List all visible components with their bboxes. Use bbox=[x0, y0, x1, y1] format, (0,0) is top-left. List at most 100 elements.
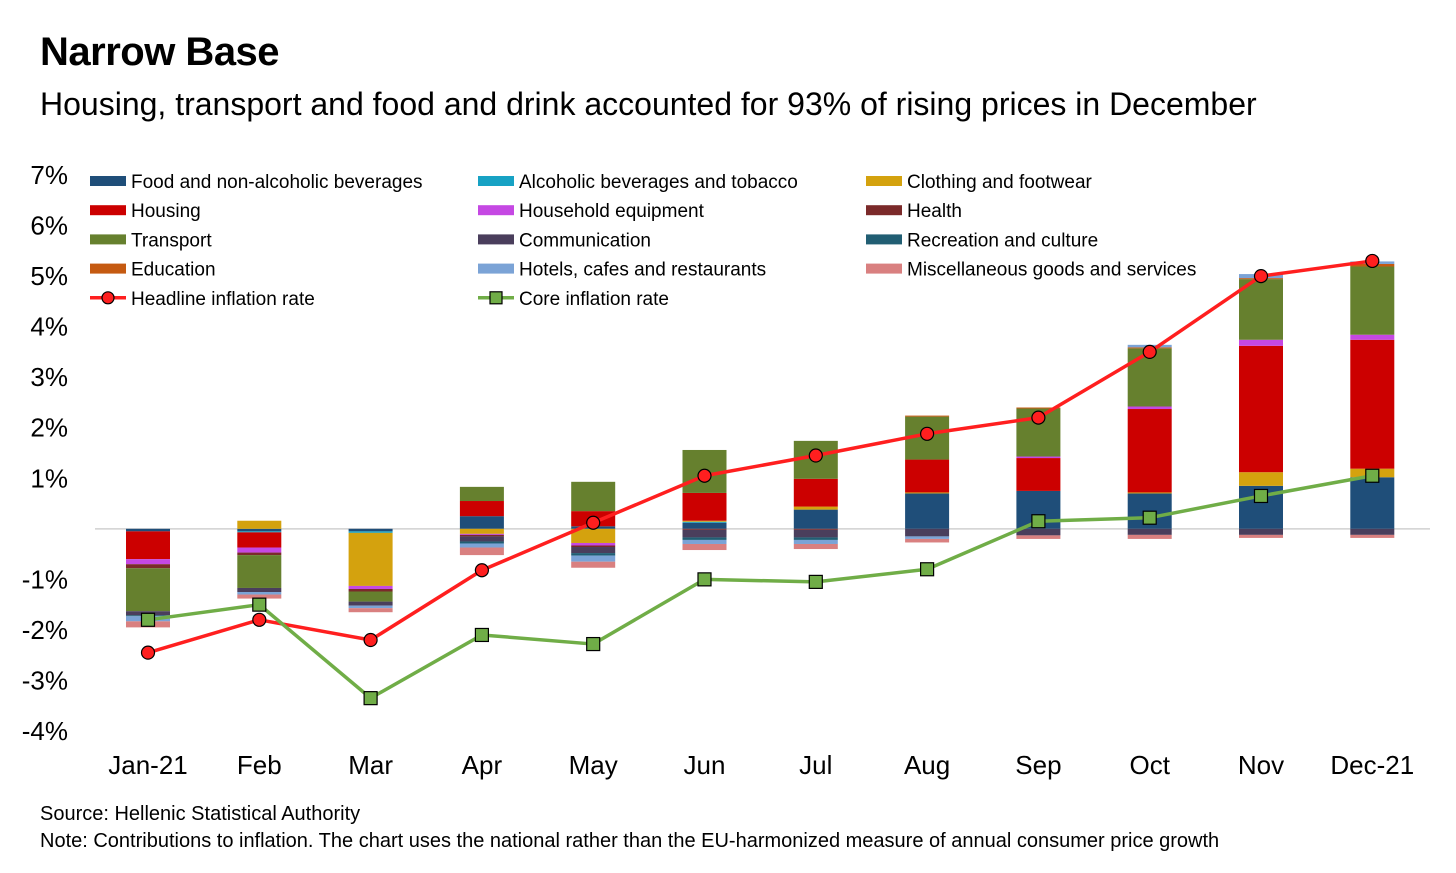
legend-label: Health bbox=[907, 201, 962, 222]
bar-segment bbox=[126, 568, 170, 612]
legend-label: Education bbox=[131, 260, 216, 281]
y-tick-label: -3% bbox=[22, 665, 68, 695]
bar-segment bbox=[237, 531, 282, 533]
bar-segment bbox=[459, 528, 504, 534]
core-point bbox=[140, 612, 156, 627]
bar-segment bbox=[793, 543, 838, 550]
bar-segment bbox=[126, 564, 170, 569]
headline-point bbox=[140, 645, 156, 660]
bar-segment bbox=[1350, 477, 1395, 529]
x-tick-label: Aug bbox=[904, 750, 950, 780]
bar-segment bbox=[459, 543, 504, 548]
x-tick-label: Oct bbox=[1129, 750, 1170, 780]
headline-point bbox=[586, 515, 601, 530]
bar-segment bbox=[1127, 406, 1172, 410]
y-tick-label: 1% bbox=[30, 463, 68, 493]
legend-label: Alcoholic beverages and tobacco bbox=[519, 172, 798, 193]
bar-segment bbox=[237, 592, 282, 595]
bar-segment bbox=[459, 516, 504, 529]
bar-segment bbox=[459, 541, 504, 544]
x-tick-label: Dec-21 bbox=[1330, 750, 1414, 780]
legend-label: Recreation and culture bbox=[907, 230, 1098, 251]
bar-segment bbox=[682, 529, 727, 538]
bar-segment bbox=[1239, 528, 1283, 535]
legend-swatch bbox=[90, 234, 126, 245]
legend-swatch bbox=[866, 263, 902, 274]
headline-point bbox=[1253, 268, 1269, 284]
bar-segment bbox=[348, 585, 393, 589]
bar-segment bbox=[682, 522, 727, 529]
bar-segment bbox=[459, 534, 504, 537]
bar-segment bbox=[348, 531, 393, 533]
core-point bbox=[252, 597, 267, 612]
core-point bbox=[1142, 510, 1157, 525]
bar-segment bbox=[237, 520, 282, 529]
bar-segment bbox=[1127, 534, 1172, 539]
bar-segment bbox=[682, 520, 727, 522]
bar-segment bbox=[1127, 409, 1172, 493]
core-point bbox=[586, 636, 601, 652]
source-note: Source: Hellenic Statistical Authority bbox=[40, 803, 361, 825]
bar-segment bbox=[571, 553, 616, 556]
legend-label: Clothing and footwear bbox=[907, 172, 1093, 193]
bar-segment bbox=[1016, 528, 1061, 536]
bar-segment bbox=[793, 537, 838, 540]
headline-point bbox=[697, 468, 712, 483]
bar-segment bbox=[1350, 334, 1395, 340]
x-tick-label: Nov bbox=[1238, 750, 1284, 780]
bar-segment bbox=[793, 539, 838, 544]
bar-segment bbox=[348, 528, 393, 532]
bar-segment bbox=[348, 605, 393, 609]
bar-segment bbox=[348, 588, 393, 592]
bar-segment bbox=[571, 542, 616, 546]
legend-swatch bbox=[866, 234, 902, 245]
bar-segment bbox=[1239, 534, 1283, 538]
bar-segment bbox=[793, 506, 838, 510]
bar-segment bbox=[571, 547, 616, 554]
bar-segment bbox=[126, 559, 170, 565]
core-point bbox=[474, 627, 489, 643]
core-point bbox=[808, 574, 823, 589]
x-tick-label: Jan-21 bbox=[108, 750, 188, 780]
legend-swatch bbox=[90, 205, 126, 216]
y-tick-label: 4% bbox=[30, 312, 68, 342]
bar-segment bbox=[905, 459, 950, 493]
headline-point bbox=[1365, 253, 1380, 269]
chart-title: Narrow Base bbox=[40, 30, 280, 74]
headline-point bbox=[1142, 344, 1157, 360]
bar-segment bbox=[1239, 279, 1283, 340]
bar-segment bbox=[1016, 456, 1061, 459]
bar-segment bbox=[905, 492, 950, 494]
bar-segment bbox=[793, 529, 838, 538]
stacked-bar-chart: -4% -3% -2% -1% 1% 2% 3% 4% 5% 6% 7% Jan-21 Feb Mar Ap… bbox=[22, 160, 1430, 780]
bar-segment bbox=[1016, 535, 1061, 539]
bar-segment bbox=[459, 536, 504, 542]
bar-segment bbox=[682, 521, 727, 523]
bar-segment bbox=[459, 533, 504, 535]
bar-segment bbox=[237, 594, 282, 599]
legend-marker bbox=[101, 291, 115, 305]
y-tick-label: -2% bbox=[22, 615, 68, 645]
core-point bbox=[363, 691, 378, 706]
headline-point bbox=[474, 563, 489, 578]
y-tick-label: 2% bbox=[30, 413, 68, 443]
bar-segment bbox=[905, 493, 950, 529]
bar-segment bbox=[1350, 339, 1395, 469]
bar-segment bbox=[905, 538, 950, 543]
bar-segment bbox=[237, 528, 282, 532]
legend-marker bbox=[489, 291, 503, 305]
bar-segment bbox=[1016, 407, 1061, 409]
bar-segment bbox=[793, 509, 838, 529]
bar-segment bbox=[1239, 472, 1283, 486]
bar-segment bbox=[348, 601, 393, 606]
bar-segment bbox=[571, 481, 616, 512]
bar-segment bbox=[1016, 458, 1061, 491]
x-tick-label: May bbox=[569, 750, 618, 780]
bar-segment bbox=[905, 528, 950, 537]
bar-segment bbox=[237, 552, 282, 556]
x-tick-label: Jul bbox=[799, 750, 832, 780]
legend-label: Hotels, cafes and restaurants bbox=[519, 260, 766, 281]
y-tick-label: 6% bbox=[30, 211, 68, 241]
core-point bbox=[1031, 514, 1046, 529]
bar-segment bbox=[348, 608, 393, 613]
